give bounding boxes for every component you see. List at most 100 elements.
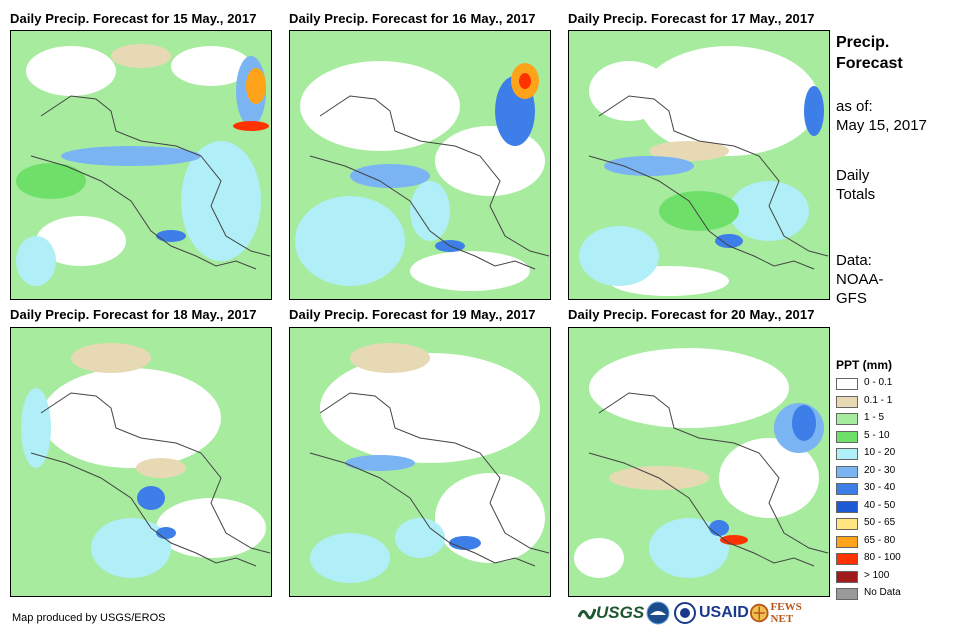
precip-area: [792, 405, 816, 441]
coastline: [309, 95, 550, 270]
usaid-seal-icon: [674, 602, 696, 624]
panel-title-1: Daily Precip. Forecast for 15 May., 2017: [10, 11, 257, 26]
as-of-label: as of: May 15, 2017: [836, 97, 927, 135]
legend-label: 5 - 10: [864, 429, 890, 441]
precip-area: [156, 527, 176, 539]
precip-area: [649, 141, 729, 161]
legend-swatch: [836, 395, 858, 408]
precip-area: [410, 181, 450, 241]
panel-title-5: Daily Precip. Forecast for 19 May., 2017: [289, 307, 536, 322]
fewsnet-logo-text: FEWS NET: [770, 601, 802, 625]
as-of-line1: as of:: [836, 98, 873, 115]
precip-area: [310, 533, 390, 583]
legend-label: No Data: [864, 587, 901, 598]
precip-area: [350, 343, 430, 373]
legend-swatch: [836, 570, 858, 583]
agency-logos: USGS USAID FEWS NET: [578, 600, 823, 628]
precip-area: [61, 146, 201, 166]
precip-area: [71, 343, 151, 373]
legend-label: 40 - 50: [864, 499, 896, 511]
panel-title-6: Daily Precip. Forecast for 20 May., 2017: [568, 307, 815, 322]
precip-area: [345, 455, 415, 471]
noaa-logo: [646, 600, 670, 626]
usaid-logo: USAID: [674, 600, 749, 626]
legend-label: 50 - 65: [864, 517, 896, 528]
panel-title-3: Daily Precip. Forecast for 17 May., 2017: [568, 11, 815, 26]
coastline: [588, 95, 829, 270]
map-panel-5: [289, 327, 551, 597]
legend-label: 10 - 20: [864, 447, 896, 458]
precip-area: [246, 68, 266, 104]
fewsnet-logo: FEWS NET: [750, 600, 823, 626]
precip-area: [410, 251, 530, 291]
precip-area: [719, 438, 819, 518]
forecast-title-line1: Precip.: [836, 34, 890, 51]
precip-area: [21, 388, 51, 468]
data-source-line2: NOAA-: [836, 271, 884, 288]
legend-swatch: [836, 518, 858, 530]
daily-totals-line2: Totals: [836, 186, 876, 203]
legend-title: PPT (mm): [836, 358, 893, 372]
precip-area: [639, 46, 819, 156]
precip-area: [156, 230, 186, 242]
precip-area: [589, 348, 789, 428]
precip-area: [16, 163, 86, 199]
precip-area: [709, 520, 729, 536]
daily-totals-label: Daily Totals: [836, 166, 875, 204]
precip-field: [574, 348, 829, 578]
usgs-logo-text: USGS: [596, 603, 645, 622]
panel-title-2: Daily Precip. Forecast for 16 May., 2017: [289, 11, 536, 26]
panel-title-4: Daily Precip. Forecast for 18 May., 2017: [10, 307, 257, 322]
forecast-title-line2: Forecast: [836, 55, 903, 72]
forecast-title: Precip. Forecast: [836, 32, 903, 74]
precip-area: [720, 535, 748, 545]
data-source-line1: Data:: [836, 252, 872, 269]
precip-area: [715, 234, 743, 248]
precip-field: [309, 343, 550, 583]
legend-swatch: [836, 588, 858, 600]
precip-area: [36, 216, 126, 266]
precip-area: [604, 156, 694, 176]
precip-area: [41, 368, 221, 468]
precip-area: [449, 536, 481, 550]
precip-area: [233, 121, 269, 131]
precip-field: [16, 44, 271, 286]
precip-area: [295, 196, 405, 286]
precip-area: [350, 164, 430, 188]
coastline: [309, 392, 550, 567]
precip-area: [137, 486, 165, 510]
coastline: [30, 95, 271, 270]
legend-swatch: [836, 413, 858, 425]
legend-swatch: [836, 378, 858, 390]
map-panel-1: [10, 30, 272, 300]
usgs-logo: USGS: [578, 600, 644, 626]
usgs-wave-icon: [578, 608, 596, 620]
legend-swatch: [836, 500, 858, 513]
precip-area: [729, 181, 809, 241]
map-panel-6: [568, 327, 830, 597]
legend-label: 1 - 5: [864, 412, 885, 423]
map-panel-4: [10, 327, 272, 597]
legend-label: > 100: [864, 569, 890, 581]
precip-area: [171, 46, 251, 86]
precip-area: [589, 61, 669, 121]
data-source-line3: GFS: [836, 290, 867, 307]
precip-area: [26, 46, 116, 96]
precip-field: [295, 61, 550, 291]
legend-swatch: [836, 535, 858, 548]
precip-area: [574, 538, 624, 578]
precip-area: [804, 86, 824, 136]
legend-label: 30 - 40: [864, 482, 896, 493]
coastline: [588, 392, 829, 567]
legend-swatch: [836, 448, 858, 460]
legend-swatch: [836, 430, 858, 443]
precip-area: [136, 458, 186, 478]
legend-swatch: [836, 465, 858, 478]
precip-area: [395, 518, 445, 558]
precip-area: [181, 141, 261, 261]
data-source-label: Data: NOAA- GFS: [836, 251, 884, 308]
fewsnet-globe-icon: [750, 603, 769, 623]
credit-text: Map produced by USGS/EROS: [12, 612, 166, 624]
legend-label: 0 - 0.1: [864, 377, 893, 388]
precip-area: [579, 226, 659, 286]
